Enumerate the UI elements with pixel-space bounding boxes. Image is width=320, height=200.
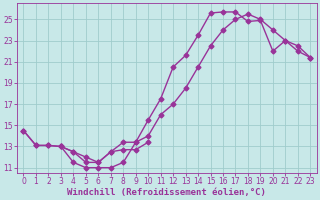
X-axis label: Windchill (Refroidissement éolien,°C): Windchill (Refroidissement éolien,°C) [68,188,266,197]
